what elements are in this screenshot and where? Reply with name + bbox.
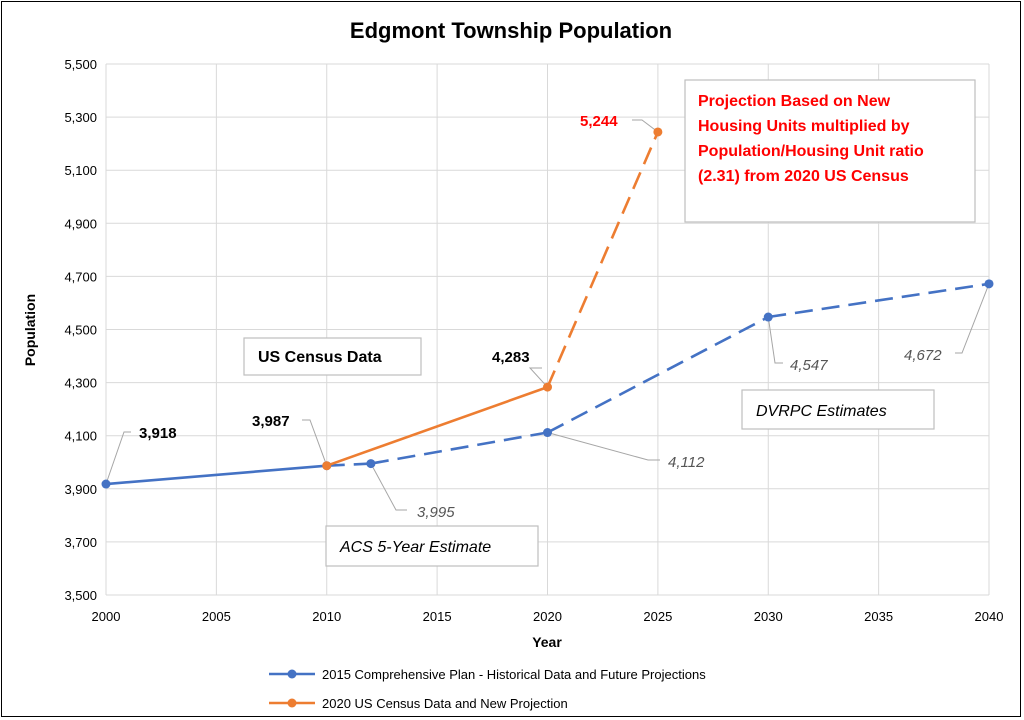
leader-line <box>105 431 131 485</box>
projection-note-line: Population/Housing Unit ratio <box>698 143 924 160</box>
label-leader-lines <box>105 119 990 511</box>
x-tick-label: 2005 <box>202 609 231 624</box>
legend-swatch-marker <box>287 698 297 708</box>
series-1-segment <box>546 315 769 434</box>
legend-entry-label: 2015 Comprehensive Plan - Historical Dat… <box>322 667 706 682</box>
y-tick-label: 5,500 <box>64 57 97 72</box>
y-tick-label: 3,500 <box>64 588 97 603</box>
data-label: 4,672 <box>904 347 942 364</box>
leader-line <box>955 283 990 354</box>
data-label: 3,995 <box>417 504 455 521</box>
legend-entry-label: 2020 US Census Data and New Projection <box>322 696 568 711</box>
x-tick-label: 2010 <box>312 609 341 624</box>
series-2-point <box>543 382 552 392</box>
y-tick-label: 4,100 <box>64 429 97 444</box>
grid <box>105 63 990 596</box>
data-label: 3,918 <box>139 425 177 442</box>
y-axis-title: Population <box>22 294 38 366</box>
leader-line <box>528 367 548 388</box>
x-tick-label: 2035 <box>864 609 893 624</box>
series-1-segment <box>370 431 548 465</box>
series-1-segment <box>105 464 327 486</box>
y-tick-label: 3,700 <box>64 535 97 550</box>
x-tick-label: 2020 <box>533 609 562 624</box>
data-label: 4,283 <box>492 349 530 366</box>
series-1-segment <box>768 282 990 319</box>
x-tick-label: 2030 <box>754 609 783 624</box>
dvrpc-estimates-box <box>741 389 935 430</box>
series-1-point <box>366 459 376 469</box>
series-2-point <box>653 127 663 137</box>
y-axis-ticks: 3,500 3,700 3,900 4,100 4,300 4,500 4,700 4,900… <box>64 57 97 603</box>
legend-swatch-marker <box>287 669 297 679</box>
projection-note-line: (2.31) from 2020 US Census <box>698 168 909 185</box>
legend: 2015 Comprehensive Plan - Historical Dat… <box>269 667 706 711</box>
series-1-point <box>984 279 994 289</box>
x-tick-label: 2000 <box>92 609 121 624</box>
chart-title: Edgmont Township Population <box>350 18 672 43</box>
leader-line <box>547 432 660 461</box>
acs-estimate-text: ACS 5-Year Estimate <box>339 539 491 556</box>
annotation-boxes: US Census Data ACS 5-Year Estimate DVRPC E… <box>243 79 976 567</box>
series-points <box>101 127 994 489</box>
series-lines <box>105 131 990 486</box>
leader-line <box>632 119 659 133</box>
data-label: 4,112 <box>668 454 705 471</box>
data-label: 5,244 <box>580 113 618 130</box>
series-2-segment <box>326 385 548 467</box>
x-axis-title: Year <box>532 634 562 650</box>
x-tick-label: 2015 <box>423 609 452 624</box>
series-1-point <box>763 312 773 322</box>
y-tick-label: 4,300 <box>64 376 97 391</box>
series-1-segment <box>326 462 371 468</box>
series-2-segment <box>546 131 660 388</box>
series-2-point <box>322 461 332 471</box>
y-tick-label: 3,900 <box>64 482 97 497</box>
projection-note-box <box>684 79 976 223</box>
x-axis-ticks: 2000 2005 2010 2015 2020 2025 2030 2035 2040 <box>92 609 1004 624</box>
y-tick-label: 4,900 <box>64 216 97 231</box>
y-tick-label: 4,500 <box>64 323 97 338</box>
acs-estimate-box <box>325 525 539 567</box>
leader-line <box>767 316 783 364</box>
leader-line <box>302 419 328 466</box>
series-1-point <box>543 428 552 438</box>
projection-note-line: Housing Units multiplied by <box>698 118 910 135</box>
x-tick-label: 2040 <box>975 609 1004 624</box>
y-tick-label: 5,100 <box>64 163 97 178</box>
y-tick-label: 5,300 <box>64 110 97 125</box>
series-1-point <box>101 479 111 489</box>
projection-note-line: Projection Based on New <box>698 93 891 110</box>
census-data-text: US Census Data <box>258 349 382 366</box>
census-data-box <box>243 337 422 376</box>
data-labels: 3,918 3,987 3,995 4,112 4,547 4,672 4,283 5,244 <box>139 113 942 521</box>
data-label: 3,987 <box>252 413 290 430</box>
data-label: 4,547 <box>790 357 828 374</box>
y-tick-label: 4,700 <box>64 269 97 284</box>
dvrpc-estimates-text: DVRPC Estimates <box>756 403 887 420</box>
x-tick-label: 2025 <box>643 609 672 624</box>
leader-line <box>370 463 407 511</box>
